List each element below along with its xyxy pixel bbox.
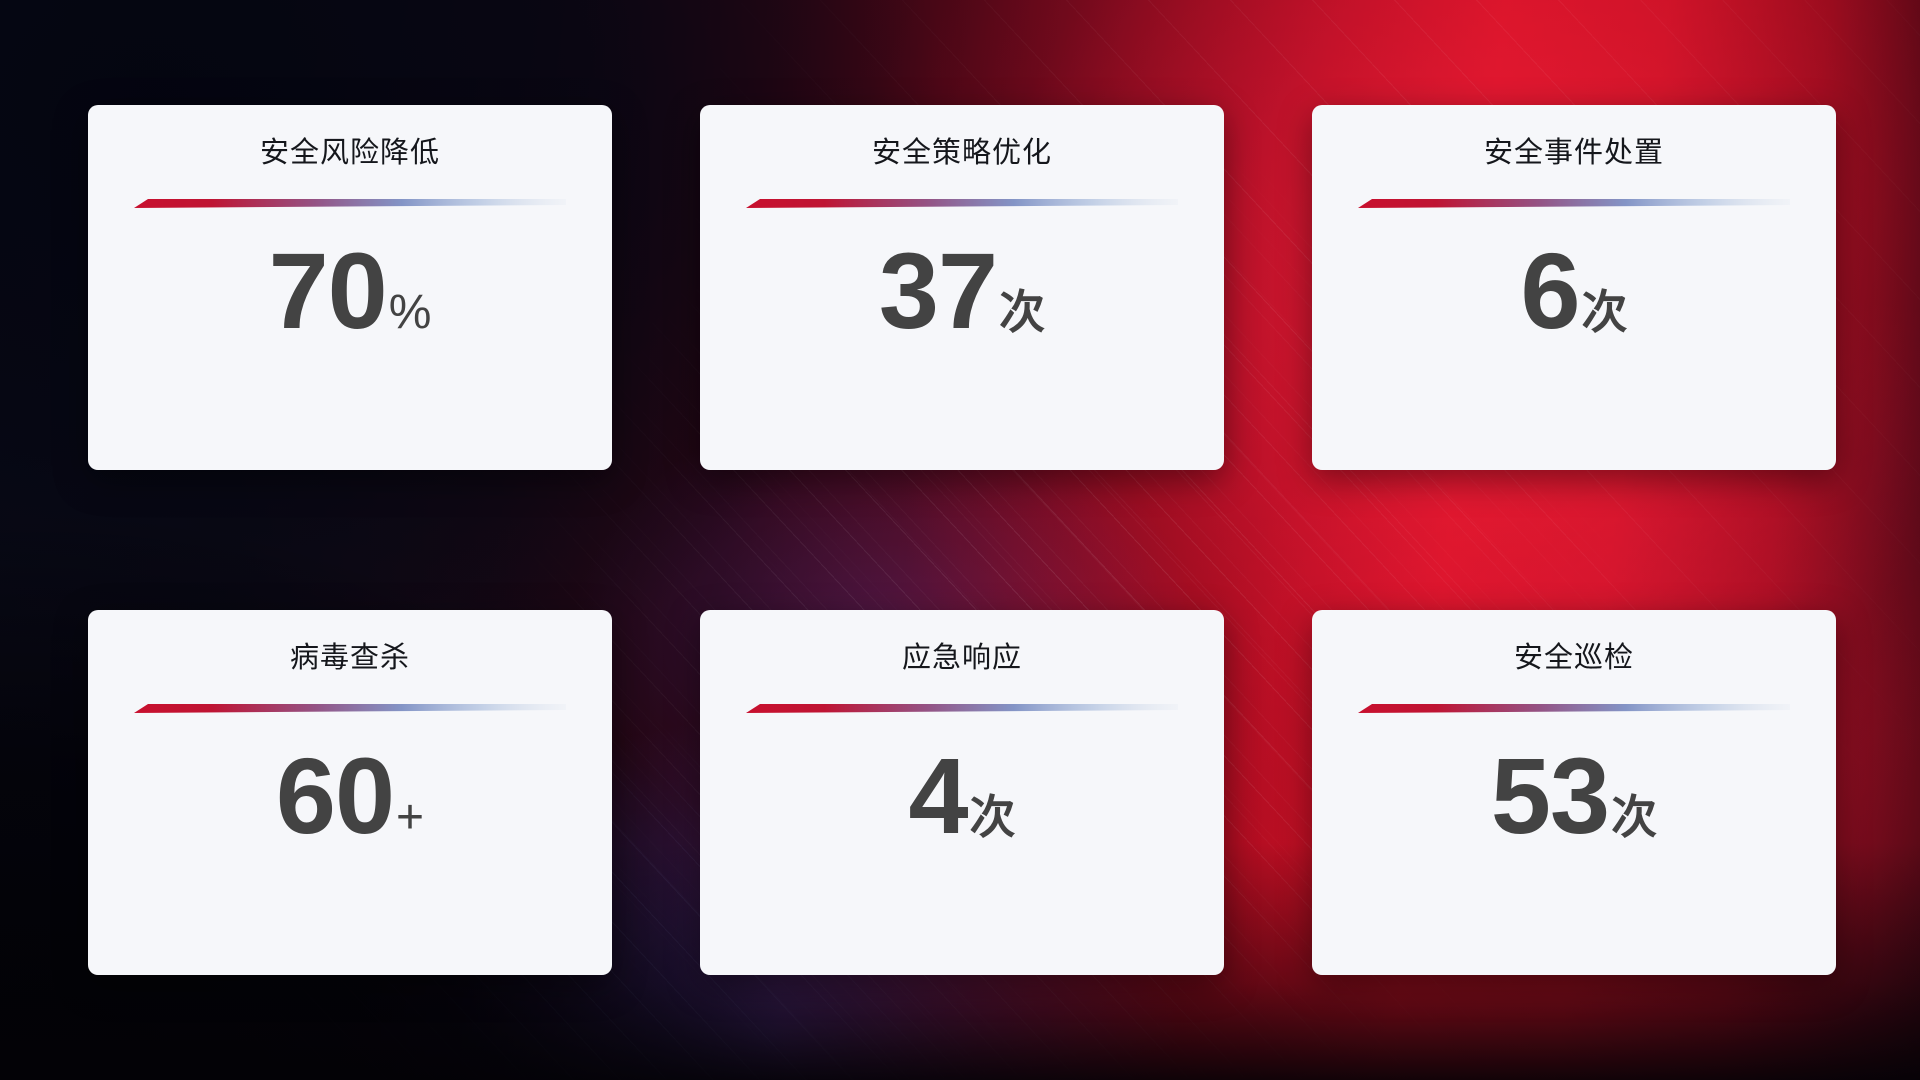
gradient-divider-icon <box>746 198 1178 208</box>
stat-card-value: 53 次 <box>1312 742 1836 850</box>
stat-value-number: 4 <box>908 735 968 856</box>
stat-value-number: 37 <box>878 230 998 351</box>
stat-value-number: 60 <box>275 735 395 856</box>
stat-value-suffix: + <box>396 791 425 844</box>
stat-value-number: 53 <box>1490 735 1610 856</box>
gradient-divider-icon <box>1358 703 1790 713</box>
stat-card[interactable]: 安全策略优化 37 次 <box>700 105 1224 470</box>
stat-card[interactable]: 安全巡检 53 次 <box>1312 610 1836 975</box>
stat-value-number: 70 <box>268 230 388 351</box>
stat-card[interactable]: 安全风险降低 70 % <box>88 105 612 470</box>
stat-card-value: 37 次 <box>700 237 1224 345</box>
gradient-divider-icon <box>746 703 1178 713</box>
stat-card-grid: 安全风险降低 70 % <box>88 105 1836 975</box>
stat-card-value: 4 次 <box>700 742 1224 850</box>
stat-card-value: 60 + <box>88 742 612 850</box>
stat-card[interactable]: 安全事件处置 6 次 <box>1312 105 1836 470</box>
stat-card-title: 病毒查杀 <box>289 642 410 674</box>
gradient-divider-icon <box>134 703 566 713</box>
stat-value-suffix: 次 <box>1581 286 1628 338</box>
gradient-divider-icon <box>134 198 566 208</box>
stat-card-title: 应急响应 <box>901 642 1022 674</box>
stat-card-title: 安全巡检 <box>1513 642 1634 674</box>
stat-card[interactable]: 病毒查杀 60 + <box>88 610 612 975</box>
stat-card[interactable]: 应急响应 4 次 <box>700 610 1224 975</box>
stat-card-value: 70 % <box>88 237 612 345</box>
stat-value-suffix: 次 <box>1611 791 1658 843</box>
gradient-divider-icon <box>1358 198 1790 208</box>
stat-card-title: 安全策略优化 <box>871 137 1052 169</box>
stat-value-number: 6 <box>1520 230 1580 351</box>
stat-card-title: 安全风险降低 <box>259 137 440 169</box>
stat-card-title: 安全事件处置 <box>1483 137 1664 169</box>
stat-value-suffix: 次 <box>999 286 1046 338</box>
stat-card-value: 6 次 <box>1312 237 1836 345</box>
stat-value-suffix: 次 <box>969 791 1016 843</box>
stat-value-suffix: % <box>388 286 432 339</box>
